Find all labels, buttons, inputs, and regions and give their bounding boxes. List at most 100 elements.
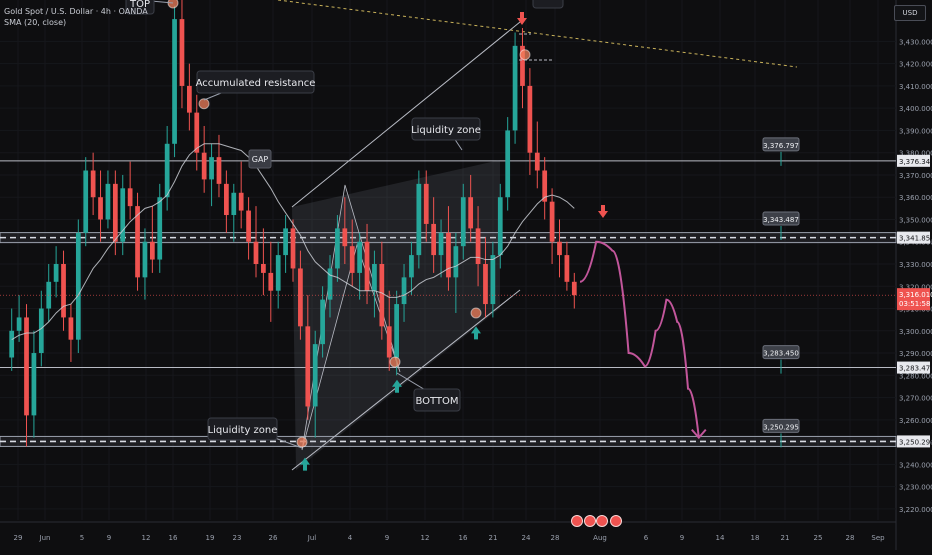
economic-event-icon[interactable] <box>571 515 583 527</box>
economic-event-icon[interactable] <box>584 515 596 527</box>
candle-body <box>238 192 244 211</box>
time-tick-label: 28 <box>551 534 560 542</box>
time-tick-label: Aug <box>593 534 607 542</box>
candle-body <box>549 201 555 242</box>
time-tick-label: 25 <box>814 534 823 542</box>
level-callout-value: 3,376.797 <box>763 142 799 150</box>
candle-body <box>298 268 303 327</box>
candle-body <box>335 228 340 269</box>
price-axis-level-tag <box>897 435 930 448</box>
candle-body <box>505 130 511 198</box>
candle-body <box>527 85 533 153</box>
candle-body <box>98 197 103 220</box>
peak-marker <box>519 49 531 61</box>
price-axis-level-label: 3,341.853 <box>899 235 932 243</box>
time-tick-label: 6 <box>644 534 649 542</box>
candle-body <box>246 210 251 242</box>
price-tick-label: 3,230.000 <box>899 484 932 492</box>
time-tick-label: 28 <box>846 534 855 542</box>
time-tick-label: 12 <box>142 534 151 542</box>
annotation-liquidity-zone-upper: Liquidity zone <box>411 125 481 136</box>
level-callout-box <box>762 418 800 433</box>
candle-body <box>149 241 155 260</box>
candle-body <box>216 157 222 184</box>
candle-body <box>112 183 118 242</box>
candle-body <box>268 272 274 291</box>
projection-path <box>579 240 700 438</box>
candle-body <box>120 188 126 242</box>
sell-arrow-icon <box>517 12 527 25</box>
candle-body <box>416 183 422 256</box>
sma-line <box>11 143 575 341</box>
economic-event-icon[interactable] <box>610 515 622 527</box>
channel-lower-line <box>291 289 521 471</box>
candle-body <box>68 317 74 340</box>
price-tick-label: 3,370.000 <box>899 172 932 180</box>
price-tick-label: 3,220.000 <box>899 506 932 514</box>
economic-event-icon[interactable] <box>596 515 608 527</box>
price-tick-label: 3,290.000 <box>899 350 932 358</box>
candle-body <box>342 228 348 247</box>
candle-body <box>164 143 170 198</box>
time-tick-label: 16 <box>459 534 468 542</box>
top-marker <box>167 0 179 9</box>
candle-body <box>460 197 466 247</box>
price-tick-label: 3,280.000 <box>899 372 932 380</box>
level-callout-box <box>762 345 800 360</box>
candle-body <box>497 197 503 256</box>
candle-body <box>453 246 459 278</box>
channel-upper-line <box>291 21 521 208</box>
price-tick-label: 3,410.000 <box>899 83 932 91</box>
time-tick-label: 26 <box>269 534 278 542</box>
candle-body <box>327 268 333 300</box>
time-tick-label: 9 <box>680 534 684 542</box>
annotation-gap: GAP <box>252 155 269 164</box>
candle-body <box>423 183 429 224</box>
price-axis-level-label: 3,250.295 <box>899 438 932 446</box>
time-tick-label: 21 <box>489 534 498 542</box>
candle-body <box>446 232 451 278</box>
candle-body <box>386 326 392 358</box>
candle-body <box>534 152 540 171</box>
time-tick-label: 9 <box>385 534 389 542</box>
candle-body <box>9 330 15 358</box>
currency-selector[interactable]: USD <box>894 5 926 21</box>
indicator-label: SMA (20, close) <box>4 18 67 27</box>
price-tick-label: 3,430.000 <box>899 38 932 46</box>
candle-body <box>349 246 355 273</box>
candle-body <box>394 304 400 358</box>
time-tick-label: Jul <box>307 534 317 542</box>
annotation-accumulated-resistance-box <box>196 70 315 94</box>
liquidity-zone-marker <box>296 436 308 448</box>
candle-body <box>231 192 237 216</box>
candle-body <box>290 228 296 269</box>
candle-body <box>83 170 89 233</box>
candle-body <box>209 157 214 180</box>
annotation-liquidity-zone-lower: Liquidity zone <box>208 425 278 436</box>
candle-body <box>312 344 318 407</box>
annotation-accumulated-resistance: Accumulated resistance <box>196 78 316 89</box>
channel-low-marker <box>470 307 482 319</box>
projection-arrowhead <box>691 428 707 440</box>
time-tick-label: 14 <box>716 534 725 542</box>
price-axis-level-label: 3,376.344 <box>899 158 932 166</box>
candle-body <box>172 19 177 144</box>
time-tick-label: 16 <box>169 534 178 542</box>
price-axis-level-tag <box>897 154 930 167</box>
time-tick-label: 23 <box>233 534 242 542</box>
candle-body <box>105 183 111 220</box>
time-tick-label: 9 <box>107 534 111 542</box>
candle-body <box>401 277 407 305</box>
accumulated-resistance-marker <box>198 98 210 110</box>
buy-arrow-icon <box>300 457 310 471</box>
candle-body <box>364 241 370 291</box>
candle-body <box>564 255 570 282</box>
candle-body <box>194 112 200 153</box>
time-tick-label: 19 <box>206 534 215 542</box>
annotation-top-box <box>125 0 155 15</box>
time-tick-label: 4 <box>348 534 353 542</box>
time-tick-label: 12 <box>421 534 430 542</box>
price-tick-label: 3,420.000 <box>899 61 932 69</box>
